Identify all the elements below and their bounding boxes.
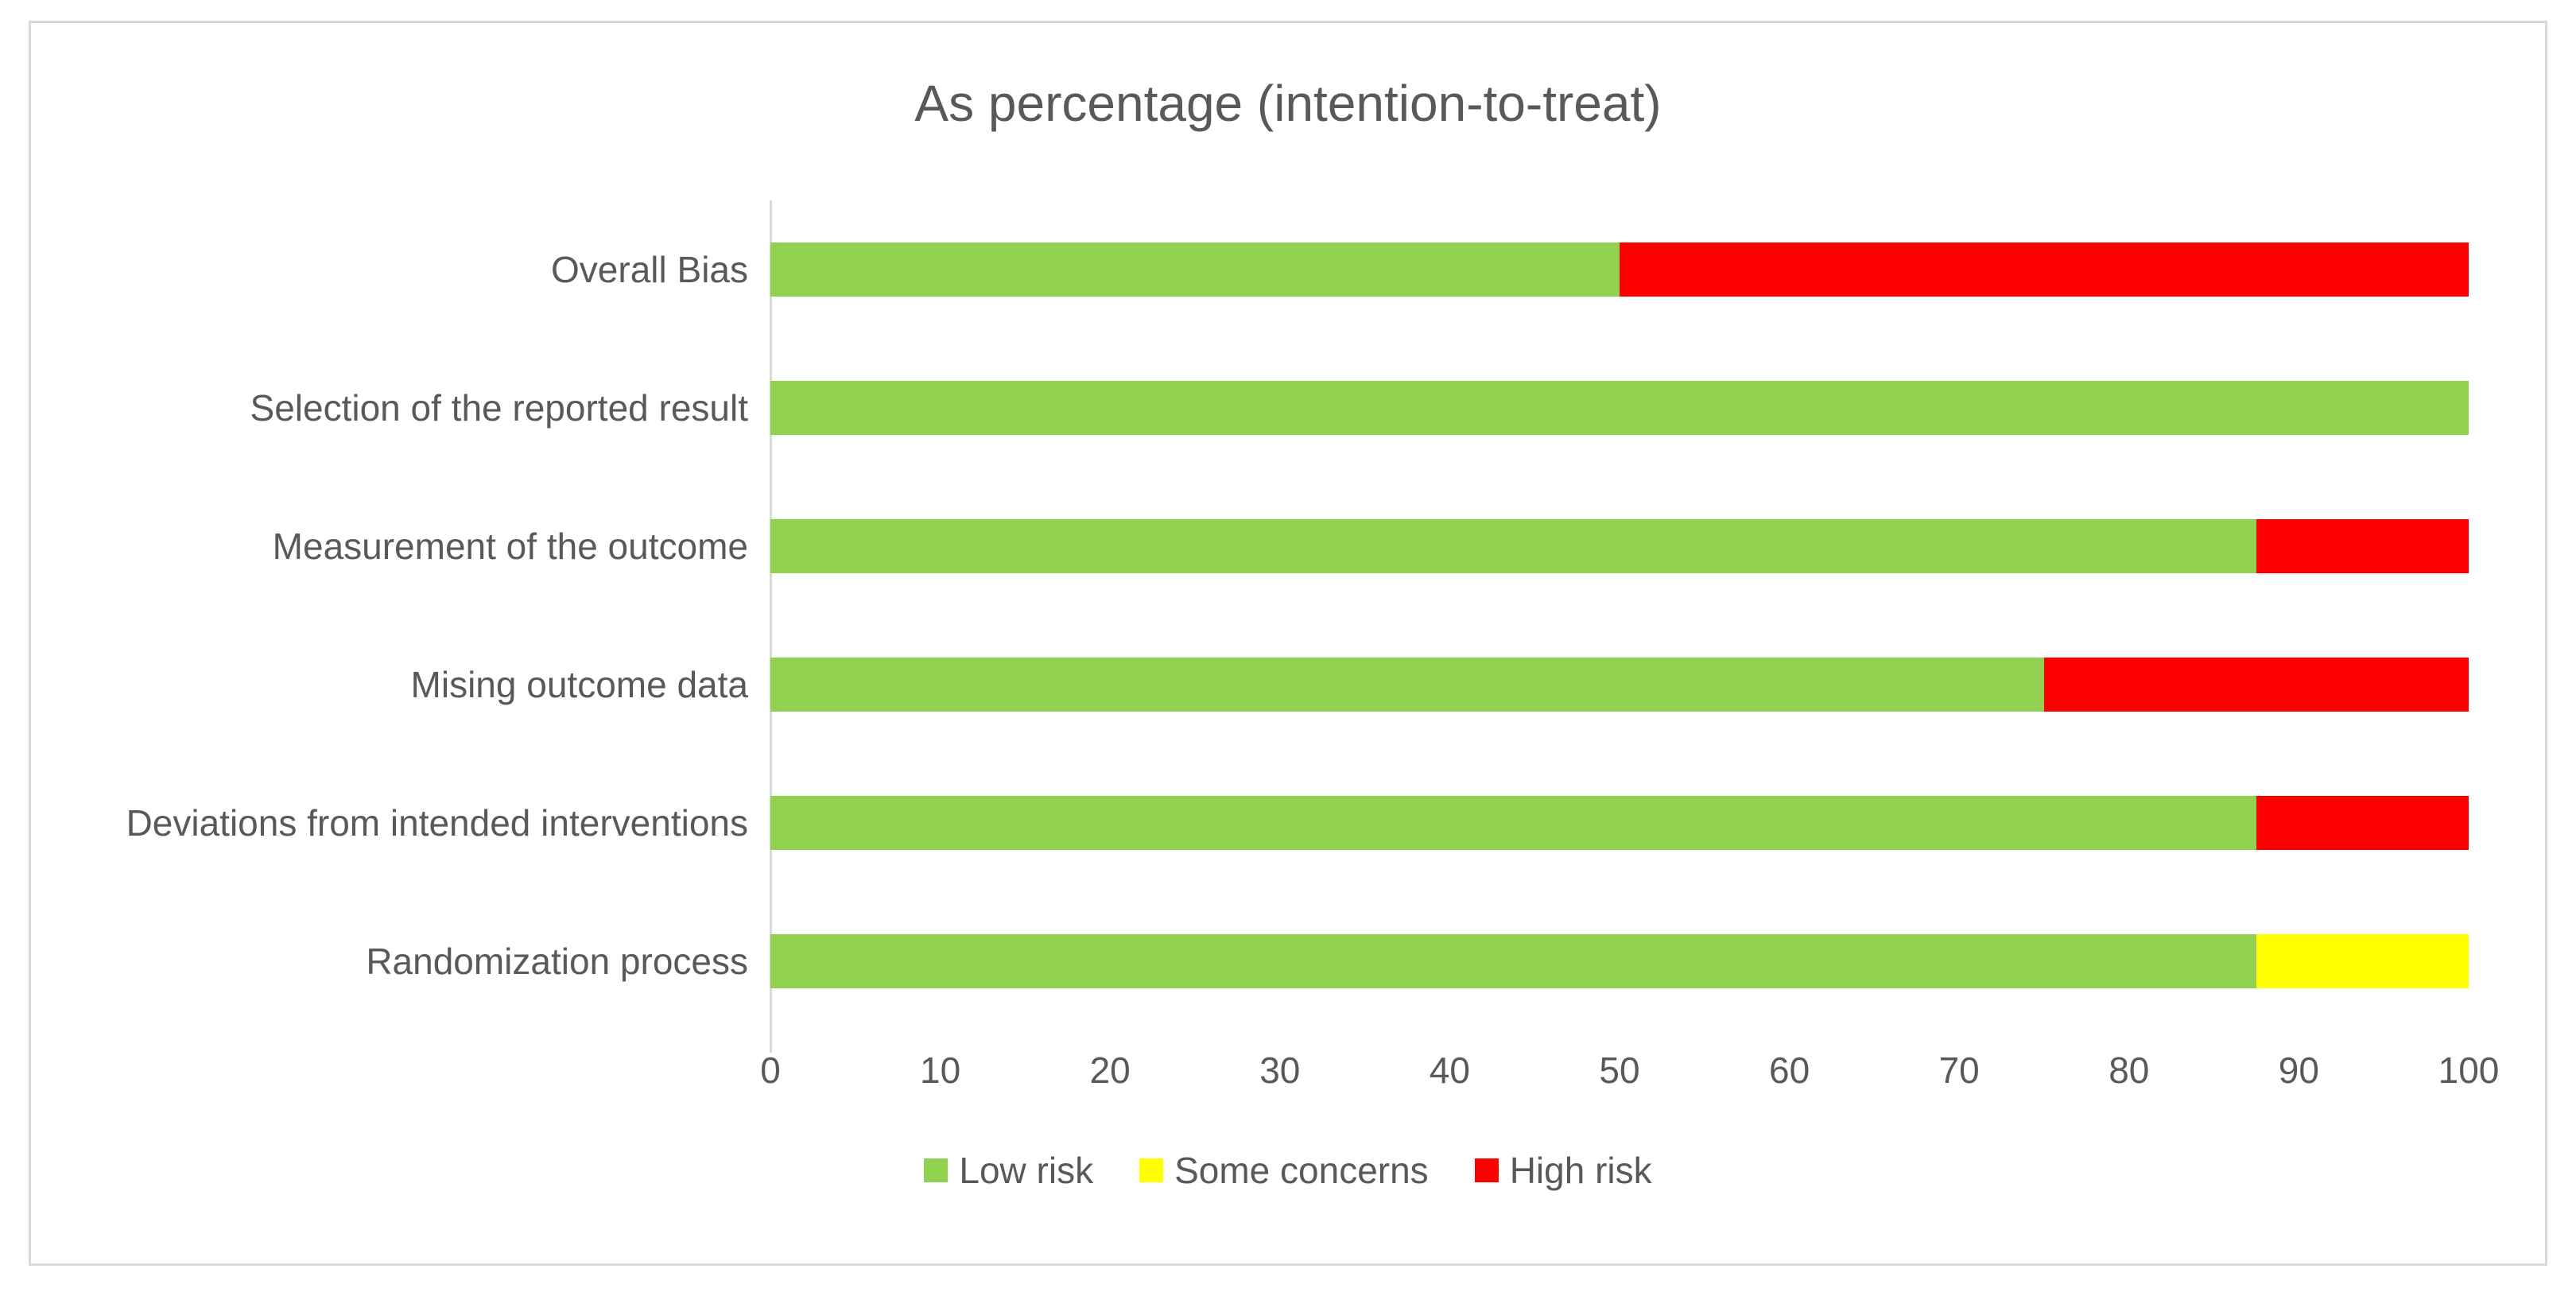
category-label: Deviations from intended interventions: [126, 802, 748, 844]
x-tick-label: 20: [1089, 1050, 1131, 1091]
bar-segment-some-concerns: [2256, 934, 2469, 988]
bar-segment-high-risk: [1620, 243, 2469, 297]
y-axis-line: [770, 200, 772, 1053]
bar-row: Measurement of the outcome: [31, 477, 2469, 615]
bar-segment-low-risk: [770, 934, 2256, 988]
bar-segment-high-risk: [2256, 519, 2469, 573]
bar-row: Overall Bias: [31, 200, 2469, 339]
chart-frame: As percentage (intention-to-treat) Overa…: [29, 21, 2547, 1266]
bar-track: [770, 381, 2469, 435]
bar-segment-low-risk: [770, 658, 2044, 712]
legend-item-low-risk: Low risk: [924, 1149, 1093, 1192]
x-tick-label: 60: [1769, 1050, 1810, 1091]
bar-segment-high-risk: [2044, 658, 2469, 712]
x-tick-label: 80: [2109, 1050, 2150, 1091]
bar-segment-low-risk: [770, 796, 2256, 850]
bar-row: Selection of the reported result: [31, 339, 2469, 477]
legend-swatch-icon: [1474, 1158, 1499, 1182]
bar-track: [770, 934, 2469, 988]
x-axis: 0 10 20 30 40 50 60 70 80 90 100: [31, 1049, 2499, 1096]
bar-row: Randomization process: [31, 892, 2469, 1030]
x-tick-label: 70: [1938, 1050, 1980, 1091]
bar-segment-high-risk: [2256, 796, 2469, 850]
plot-area: Overall Bias Selection of the reported re…: [31, 200, 2469, 1030]
legend-item-high-risk: High risk: [1474, 1149, 1652, 1192]
bar-track: [770, 796, 2469, 850]
legend-swatch-icon: [1139, 1158, 1164, 1182]
legend: Low risk Some concerns High risk: [31, 1149, 2545, 1192]
bar-row: Mising outcome data: [31, 615, 2469, 754]
bar-segment-low-risk: [770, 243, 1620, 297]
x-tick-label: 30: [1259, 1050, 1301, 1091]
chart-title: As percentage (intention-to-treat): [914, 75, 1662, 132]
category-label: Mising outcome data: [410, 664, 748, 705]
x-tick-label: 50: [1599, 1050, 1640, 1091]
x-tick-label: 90: [2278, 1050, 2319, 1091]
category-label: Measurement of the outcome: [272, 526, 748, 567]
legend-label: Low risk: [959, 1150, 1094, 1191]
x-tick-label: 100: [2438, 1050, 2500, 1091]
bar-segment-low-risk: [770, 381, 2469, 435]
category-label: Selection of the reported result: [250, 387, 748, 429]
bar-track: [770, 243, 2469, 297]
legend-label: Some concerns: [1174, 1150, 1429, 1191]
x-tick-label: 0: [760, 1050, 781, 1091]
bar-track: [770, 658, 2469, 712]
legend-swatch-icon: [924, 1158, 949, 1182]
bar-segment-low-risk: [770, 519, 2256, 573]
category-label: Overall Bias: [551, 249, 748, 290]
bar-track: [770, 519, 2469, 573]
x-tick-label: 10: [920, 1050, 961, 1091]
legend-item-some-concerns: Some concerns: [1139, 1149, 1429, 1192]
legend-label: High risk: [1509, 1150, 1652, 1191]
category-label: Randomization process: [366, 941, 748, 982]
bar-row: Deviations from intended interventions: [31, 754, 2469, 892]
x-tick-label: 40: [1429, 1050, 1470, 1091]
